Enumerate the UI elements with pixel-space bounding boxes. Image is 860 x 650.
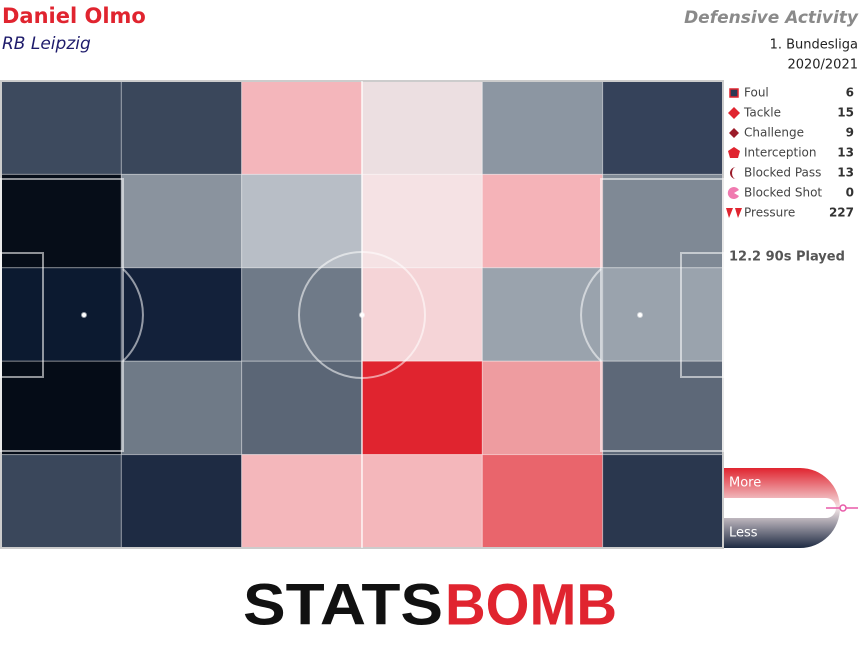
legend-label: Foul	[744, 86, 769, 100]
legend-count: 15	[837, 106, 854, 120]
zone	[120, 454, 243, 549]
legend-label: Blocked Pass	[744, 166, 821, 180]
scale-label: More	[729, 476, 761, 491]
icon	[730, 167, 736, 179]
zone	[120, 360, 243, 456]
zone	[481, 173, 604, 269]
icon	[729, 128, 739, 138]
zone	[0, 267, 122, 362]
legend-label: Interception	[744, 146, 817, 160]
pitch-lines	[0, 80, 724, 549]
icon	[728, 147, 740, 158]
zone	[481, 80, 604, 175]
zone	[120, 173, 243, 269]
zone	[241, 360, 363, 456]
legend: Foul 6 Tackle 15 Challenge 9 Interception 13 Blo…	[726, 86, 854, 220]
zone	[241, 267, 363, 362]
competition: 1. Bundesliga	[770, 38, 858, 53]
subtitle: RB Leipzig	[2, 34, 91, 54]
zone	[602, 360, 724, 456]
legend-label: Blocked Shot	[744, 186, 822, 200]
zone	[0, 454, 122, 549]
season: 2020/2021	[787, 58, 858, 73]
zone	[602, 80, 724, 175]
legend-count: 0	[846, 186, 854, 200]
title: Daniel Olmo	[2, 4, 146, 28]
chart-label: Defensive Activity	[684, 8, 859, 28]
icon	[728, 107, 740, 119]
zone	[361, 360, 483, 456]
color-scale: More Less	[724, 468, 858, 548]
legend-count: 13	[837, 166, 854, 180]
zone	[481, 454, 604, 549]
zone	[0, 80, 122, 175]
zone	[481, 267, 604, 362]
zone	[602, 267, 724, 362]
legend-label: Challenge	[744, 126, 804, 140]
zone	[241, 80, 363, 175]
legend-count: 9	[846, 126, 854, 140]
zone	[241, 454, 363, 549]
zone	[602, 454, 724, 549]
legend-label: Tackle	[743, 106, 781, 120]
zone	[120, 80, 243, 175]
zone	[361, 454, 483, 549]
legend-label: Pressure	[744, 206, 795, 220]
logo-left: STATS	[243, 572, 443, 637]
logo-right: BOMB	[445, 572, 617, 637]
zone	[361, 267, 483, 362]
zone	[361, 80, 483, 175]
legend-count: 227	[829, 206, 854, 220]
legend-count: 13	[837, 146, 854, 160]
zone	[481, 360, 604, 456]
icon	[727, 187, 739, 199]
legend-count: 6	[846, 86, 854, 100]
zones	[0, 80, 724, 549]
zone	[120, 267, 243, 362]
zone	[361, 173, 483, 269]
icon	[729, 88, 739, 98]
minutes-label: 12.2 90s Played	[729, 250, 845, 265]
icon	[726, 208, 742, 218]
zone	[0, 360, 122, 456]
scale-label: Less	[729, 526, 758, 541]
